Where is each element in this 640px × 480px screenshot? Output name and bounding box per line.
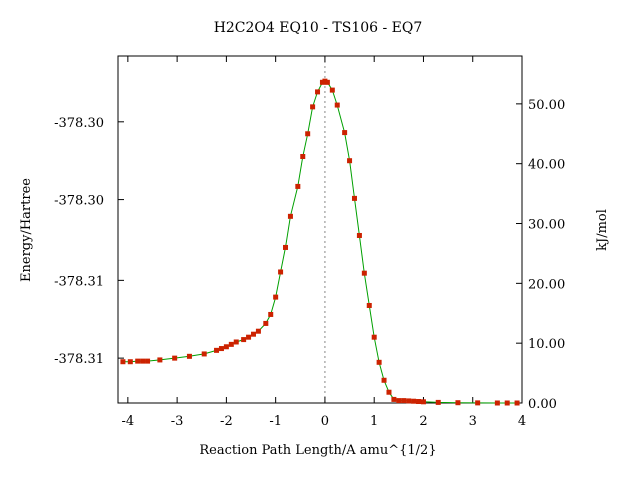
- right-tick-label: 10.00: [528, 337, 565, 352]
- data-point: [278, 269, 284, 275]
- data-point: [371, 334, 377, 340]
- data-point: [120, 359, 126, 365]
- data-point: [255, 328, 261, 334]
- left-tick-label: -378.31: [54, 274, 104, 289]
- x-tick-label: 2: [419, 414, 427, 429]
- data-point: [295, 183, 301, 189]
- data-point: [268, 311, 274, 317]
- data-point: [381, 377, 387, 383]
- data-point: [228, 341, 234, 347]
- data-point: [135, 358, 141, 364]
- energy-curve: [122, 80, 518, 404]
- data-point: [140, 358, 146, 364]
- data-point: [504, 400, 510, 406]
- data-point: [315, 89, 321, 95]
- data-point: [416, 399, 422, 405]
- data-point: [283, 244, 289, 250]
- data-point: [366, 302, 372, 308]
- x-axis-label: Reaction Path Length/A amu^{1/2}: [199, 443, 436, 458]
- data-point: [386, 389, 392, 395]
- x-tick-label: -3: [171, 414, 184, 429]
- data-point: [514, 400, 520, 406]
- left-y-axis: -378.30 -378.30 -378.31 -378.31: [54, 116, 124, 367]
- data-point: [406, 398, 412, 404]
- right-tick-label: 20.00: [528, 277, 565, 292]
- x-tick-label: 0: [321, 414, 329, 429]
- data-point: [246, 334, 252, 340]
- data-point: [145, 358, 151, 364]
- left-y-axis-label: Energy/Hartree: [19, 178, 34, 282]
- data-point: [494, 400, 500, 406]
- data-point: [334, 102, 340, 108]
- data-point: [223, 344, 229, 350]
- data-point: [329, 87, 335, 93]
- data-point: [263, 320, 269, 326]
- x-tick-label: -1: [269, 414, 282, 429]
- x-tick-label: 3: [469, 414, 477, 429]
- right-y-axis-label: kJ/mol: [595, 209, 610, 251]
- data-point: [201, 351, 207, 357]
- right-tick-label: 50.00: [528, 98, 565, 113]
- data-point: [420, 399, 426, 405]
- right-tick-label: 30.00: [528, 218, 565, 233]
- left-tick-label: -378.31: [54, 352, 104, 367]
- data-point: [455, 400, 461, 406]
- data-point: [356, 232, 362, 238]
- left-tick-label: -378.30: [54, 116, 104, 131]
- data-point: [273, 294, 279, 300]
- data-point: [401, 398, 407, 404]
- right-tick-label: 0.00: [528, 397, 557, 412]
- data-point: [411, 398, 417, 404]
- right-tick-label: 40.00: [528, 158, 565, 173]
- data-markers: [120, 78, 520, 406]
- chart-title: H2C2O4 EQ10 - TS106 - EQ7: [214, 20, 423, 36]
- plot-frame: [117, 55, 523, 404]
- data-point: [233, 339, 239, 345]
- x-tick-label: -4: [122, 414, 135, 429]
- data-point: [300, 154, 306, 160]
- data-point: [342, 130, 348, 136]
- data-point: [287, 213, 293, 219]
- data-point: [157, 357, 163, 363]
- data-point: [172, 355, 178, 361]
- data-point: [351, 195, 357, 201]
- data-point: [305, 131, 311, 137]
- data-point: [475, 400, 481, 406]
- data-point: [396, 398, 402, 404]
- data-point: [391, 396, 397, 402]
- x-tick-label: -2: [220, 414, 233, 429]
- data-point: [218, 346, 224, 352]
- right-y-axis: 0.00 10.00 20.00 30.00 40.00 50.00: [516, 98, 565, 412]
- data-point: [186, 353, 192, 359]
- data-point: [310, 104, 316, 110]
- data-point: [347, 158, 353, 164]
- data-point: [127, 359, 133, 365]
- data-point: [214, 347, 220, 353]
- x-axis: -4 -3 -2 -1 0 1 2 3 4: [122, 56, 526, 429]
- x-tick-label: 1: [370, 414, 378, 429]
- data-point: [376, 359, 382, 365]
- data-point: [361, 270, 367, 276]
- left-tick-label: -378.30: [54, 194, 104, 209]
- data-point: [324, 79, 330, 85]
- x-tick-label: 4: [518, 414, 526, 429]
- data-point: [241, 337, 247, 343]
- data-point: [435, 399, 441, 405]
- data-point: [250, 331, 256, 337]
